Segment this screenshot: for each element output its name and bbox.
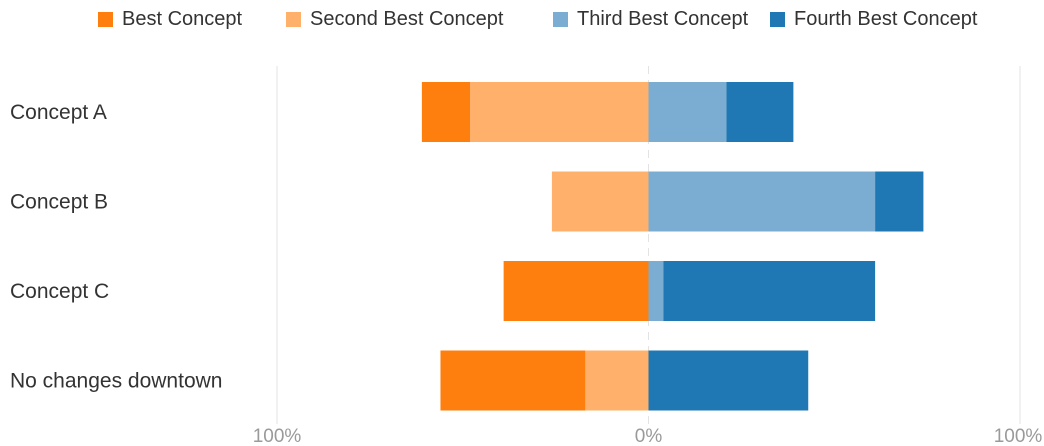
legend-item-best[interactable]: Best Concept: [98, 7, 242, 31]
bar-second-best-concept-no-changes-downtown[interactable]: [585, 350, 649, 411]
bar-fourth-best-concept-concept-c[interactable]: [663, 261, 876, 321]
legend-swatch-best: [98, 11, 113, 27]
legend-swatch-third-best: [553, 11, 568, 27]
legend-label-best: Best Concept: [122, 7, 243, 30]
bar-third-best-concept-concept-a[interactable]: [648, 82, 727, 142]
legend-label-second-best: Second Best Concept: [310, 7, 504, 30]
x-axis-ticks: 100% 0% 100%: [253, 426, 1043, 446]
bar-third-best-concept-concept-b[interactable]: [648, 171, 876, 232]
bar-second-best-concept-concept-b[interactable]: [551, 171, 649, 232]
bar-fourth-best-concept-no-changes-downtown[interactable]: [648, 350, 809, 411]
category-label: No changes downtown: [10, 370, 222, 393]
x-tick-label: 0%: [635, 426, 663, 446]
category-label: Concept C: [10, 280, 109, 303]
legend-item-fourth-best[interactable]: Fourth Best Concept: [770, 7, 977, 31]
category-label: Concept A: [10, 101, 107, 124]
bar-best-concept-concept-c[interactable]: [503, 261, 649, 321]
category-labels: Concept A Concept B Concept C No changes do…: [10, 101, 222, 393]
category-label: Concept B: [10, 191, 108, 214]
legend: Best Concept Second Best Concept Third B…: [0, 0, 1044, 40]
legend-item-third-best[interactable]: Third Best Concept: [553, 7, 748, 31]
bar-second-best-concept-concept-a[interactable]: [470, 82, 649, 142]
bar-best-concept-concept-a[interactable]: [421, 82, 471, 142]
x-tick-label: 100%: [994, 426, 1043, 446]
bar-fourth-best-concept-concept-b[interactable]: [875, 171, 924, 232]
bar-fourth-best-concept-concept-a[interactable]: [726, 82, 794, 142]
legend-label-third-best: Third Best Concept: [577, 7, 749, 30]
bar-best-concept-no-changes-downtown[interactable]: [440, 350, 586, 411]
legend-item-second-best[interactable]: Second Best Concept: [286, 7, 503, 31]
legend-swatch-second-best: [286, 11, 301, 27]
legend-swatch-fourth-best: [770, 11, 785, 27]
bars: [421, 82, 924, 411]
legend-label-fourth-best: Fourth Best Concept: [794, 7, 978, 30]
x-tick-label: 100%: [253, 426, 302, 446]
bar-third-best-concept-concept-c[interactable]: [648, 261, 664, 321]
